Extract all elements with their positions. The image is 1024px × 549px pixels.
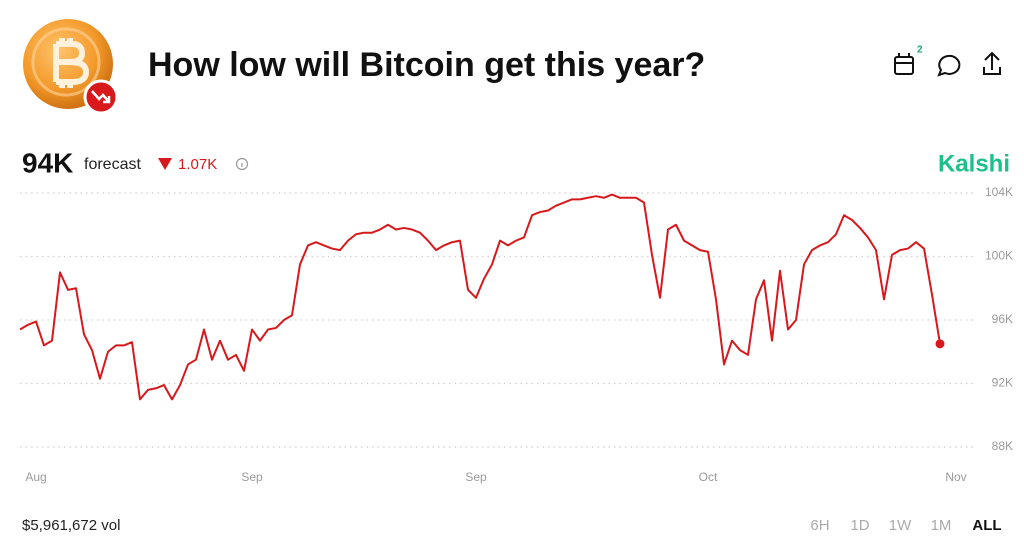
brand: Kalshi (938, 150, 1010, 177)
end-dot (935, 339, 945, 349)
range-button[interactable]: 1D (850, 517, 869, 534)
range-buttons: 6H 1D 1W 1M ALL (810, 517, 1001, 534)
range-button[interactable]: 6H (810, 517, 829, 534)
y-tick-label: 88K (992, 439, 1013, 453)
y-tick-label: 104K (985, 185, 1013, 199)
forecast-label: forecast (84, 156, 141, 173)
chart: 88K 92K 96K 100K 104K Aug Sep Sep Oct Nov (19, 185, 1013, 484)
forecast-value: 94K (22, 147, 73, 178)
info-icon[interactable] (235, 157, 249, 171)
y-tick-label: 100K (985, 249, 1013, 263)
price-line (19, 193, 941, 401)
x-tick-label: Aug (25, 470, 46, 484)
change-arrow (158, 158, 172, 170)
bitcoin-icon (23, 19, 119, 115)
x-tick-label: Sep (465, 470, 487, 484)
range-button[interactable]: 1W (889, 517, 912, 534)
x-tick-label: Nov (945, 470, 966, 484)
range-button[interactable]: ALL (972, 517, 1001, 534)
x-tick-label: Oct (699, 470, 718, 484)
y-tick-label: 92K (992, 376, 1013, 390)
calendar-badge: 2 (917, 45, 923, 56)
share-button[interactable] (983, 51, 1001, 75)
comment-button[interactable] (937, 54, 961, 77)
change: 1.07K (178, 156, 217, 173)
title: How low will Bitcoin get this year? (148, 46, 705, 84)
x-tick-label: Sep (241, 470, 263, 484)
y-tick-label: 96K (992, 312, 1013, 326)
calendar-button[interactable] (894, 53, 914, 75)
volume: $5,961,672 vol (22, 517, 120, 534)
range-button[interactable]: 1M (931, 517, 952, 534)
